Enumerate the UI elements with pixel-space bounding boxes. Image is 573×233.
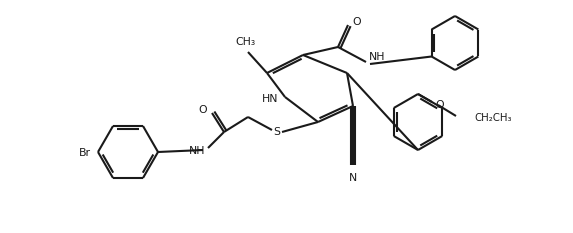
Text: NH: NH xyxy=(369,52,386,62)
Text: CH₂CH₃: CH₂CH₃ xyxy=(474,113,512,123)
Text: O: O xyxy=(352,17,360,27)
Text: S: S xyxy=(273,127,281,137)
Text: HN: HN xyxy=(261,94,278,104)
Text: NH: NH xyxy=(189,146,205,156)
Text: CH₃: CH₃ xyxy=(235,37,255,47)
Text: O: O xyxy=(435,100,444,110)
Text: N: N xyxy=(349,173,357,183)
Text: Br: Br xyxy=(79,148,91,158)
Text: O: O xyxy=(198,105,207,115)
